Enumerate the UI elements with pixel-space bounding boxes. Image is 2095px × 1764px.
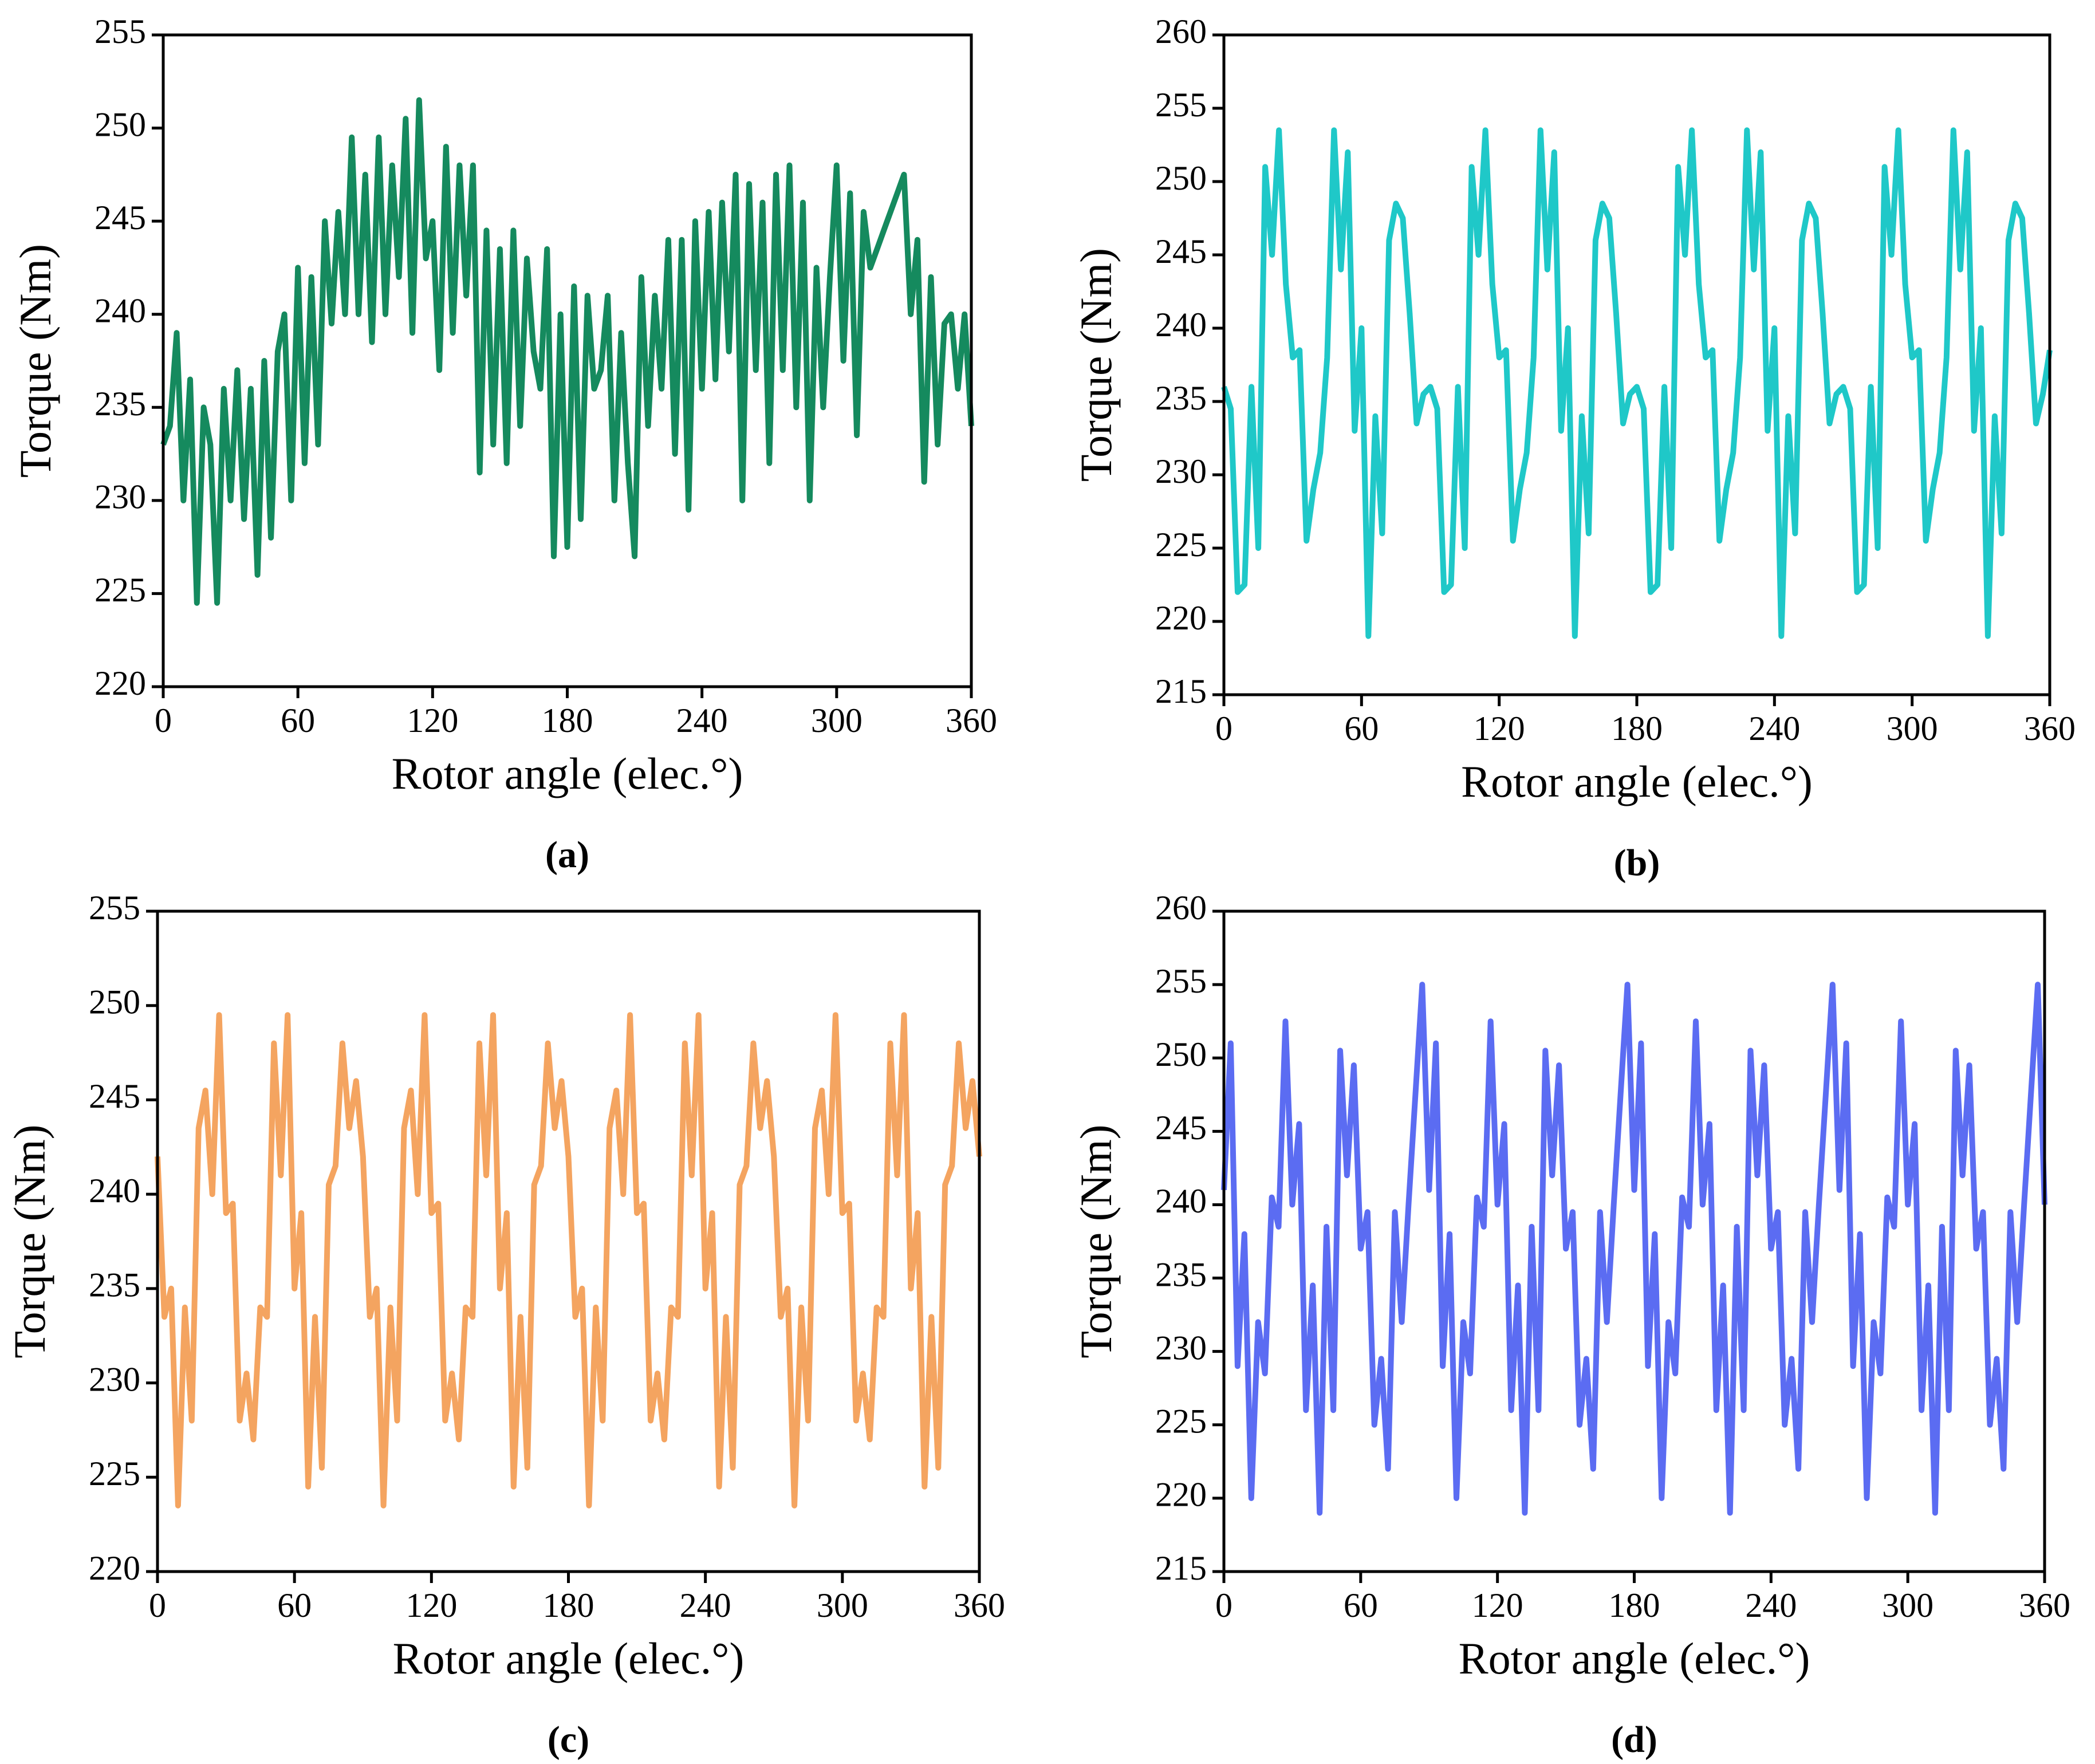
x-tick-label: 120 — [405, 1586, 457, 1624]
y-tick-label: 235 — [1155, 379, 1207, 417]
chart: 215 220 225 230 235 240 245 250 255 260 0 60 120 180 2… — [1071, 13, 2076, 884]
plot-frame — [1222, 33, 2051, 696]
x-tick-label: 60 — [281, 702, 315, 739]
y-tick-label: 255 — [1155, 962, 1207, 1000]
y-tick-label: 235 — [1155, 1255, 1207, 1293]
x-tick-label: 240 — [676, 702, 728, 739]
y-tick-label: 250 — [1155, 1035, 1207, 1073]
x-tick-label: 240 — [1749, 710, 1800, 747]
y-tick-label: 220 — [94, 664, 146, 702]
x-tick-label: 180 — [1609, 1586, 1660, 1624]
y-tick-label: 240 — [1155, 306, 1207, 344]
y-tick-label: 230 — [89, 1360, 140, 1398]
data-line — [160, 97, 974, 606]
x-tick-label: 300 — [811, 702, 863, 739]
caption: (d) — [1611, 1719, 1657, 1761]
x-tick-label: 360 — [2019, 1586, 2070, 1624]
y-tick-label: 230 — [1155, 1329, 1207, 1367]
chart: 220 225 230 235 240 245 250 255 0 60 120 180 240 300 3… — [5, 889, 1005, 1761]
y-tick-label: 240 — [94, 292, 146, 329]
y-axis-label: Torque (Nm) — [10, 244, 60, 478]
y-tick-label: 235 — [94, 385, 146, 423]
y-tick-label: 250 — [1155, 159, 1207, 197]
y-tick-label: 245 — [89, 1077, 140, 1115]
y-tick-label: 220 — [89, 1549, 140, 1587]
data-line — [1221, 982, 2047, 1516]
y-tick-label: 220 — [1155, 599, 1207, 637]
y-tick-label: 245 — [1155, 233, 1207, 270]
y-tick-label: 230 — [1155, 452, 1207, 490]
y-axis-label: Torque (Nm) — [1071, 248, 1121, 482]
caption: (a) — [545, 834, 589, 876]
y-tick-label: 245 — [94, 199, 146, 237]
y-tick-label: 215 — [1155, 1549, 1207, 1587]
x-tick-label: 0 — [1215, 1586, 1232, 1624]
y-tick-label: 240 — [1155, 1182, 1207, 1220]
x-axis-label: Rotor angle (elec.°) — [392, 749, 743, 798]
x-tick-label: 240 — [680, 1586, 731, 1624]
caption: (c) — [548, 1719, 589, 1761]
y-tick-label: 225 — [1155, 526, 1207, 564]
y-tick-label: 260 — [1155, 889, 1207, 927]
x-tick-label: 240 — [1745, 1586, 1797, 1624]
x-tick-label: 120 — [1474, 710, 1525, 747]
y-tick-label: 225 — [94, 571, 146, 609]
x-tick-label: 60 — [1344, 710, 1379, 747]
y-tick-label: 230 — [94, 478, 146, 516]
plot-frame — [1222, 909, 2046, 1573]
x-axis-label: Rotor angle (elec.°) — [393, 1633, 745, 1683]
x-tick-label: 360 — [2024, 710, 2076, 747]
x-tick-label: 0 — [155, 702, 172, 739]
y-tick-label: 235 — [89, 1266, 140, 1304]
x-tick-label: 0 — [1215, 710, 1232, 747]
data-line — [155, 1012, 982, 1509]
y-tick-label: 225 — [89, 1455, 140, 1493]
chart: 215 220 225 230 235 240 245 250 255 260 0 60 120 180 2… — [1071, 889, 2070, 1761]
y-tick-label: 260 — [1155, 13, 1207, 50]
y-tick-label: 245 — [1155, 1109, 1207, 1147]
x-tick-label: 120 — [1472, 1586, 1523, 1624]
x-axis-label: Rotor angle (elec.°) — [1459, 1633, 1810, 1683]
x-tick-label: 360 — [954, 1586, 1005, 1624]
y-tick-label: 240 — [89, 1172, 140, 1210]
y-tick-label: 215 — [1155, 672, 1207, 710]
data-line — [1221, 127, 2053, 639]
plot-frame — [156, 909, 981, 1573]
x-tick-label: 60 — [1344, 1586, 1378, 1624]
x-tick-label: 0 — [149, 1586, 166, 1624]
y-tick-label: 225 — [1155, 1403, 1207, 1440]
y-tick-label: 255 — [89, 889, 140, 927]
y-tick-label: 250 — [89, 983, 140, 1021]
caption: (b) — [1614, 842, 1660, 884]
y-tick-label: 250 — [94, 105, 146, 143]
x-tick-label: 300 — [1887, 710, 1938, 747]
y-tick-label: 255 — [1155, 86, 1207, 124]
chart: 220 225 230 235 240 245 250 255 0 60 120 180 240 300 3… — [10, 13, 997, 876]
x-tick-label: 180 — [1611, 710, 1663, 747]
x-tick-label: 180 — [543, 1586, 594, 1624]
x-axis-label: Rotor angle (elec.°) — [1461, 757, 1813, 806]
x-tick-label: 300 — [817, 1586, 868, 1624]
x-tick-label: 300 — [1882, 1586, 1933, 1624]
y-axis-label: Torque (Nm) — [1071, 1124, 1121, 1358]
x-tick-label: 180 — [542, 702, 593, 739]
x-tick-label: 60 — [277, 1586, 312, 1624]
y-axis-label: Torque (Nm) — [5, 1124, 54, 1358]
y-tick-label: 220 — [1155, 1476, 1207, 1514]
x-tick-label: 360 — [946, 702, 997, 739]
y-tick-label: 255 — [94, 13, 146, 50]
x-tick-label: 120 — [407, 702, 458, 739]
